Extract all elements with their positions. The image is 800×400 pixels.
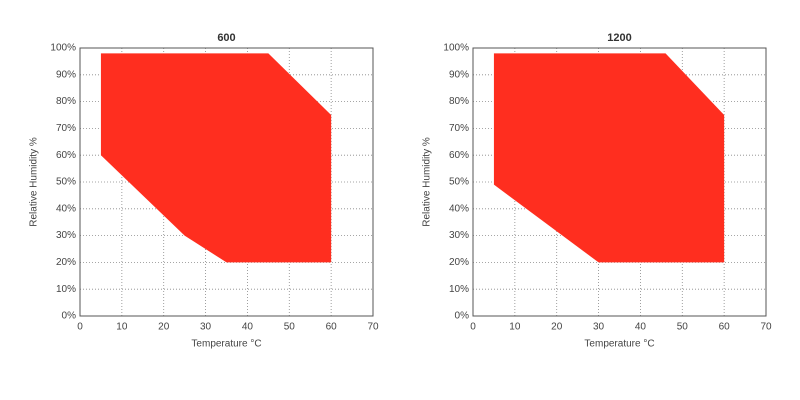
- x-tick-label: 10: [116, 322, 128, 333]
- x-tick-label: 30: [200, 322, 212, 333]
- y-tick-label: 0%: [455, 311, 470, 322]
- x-tick-label: 30: [593, 322, 605, 333]
- y-tick-label: 50%: [56, 177, 76, 188]
- y-axis-label: Relative Humidity %: [422, 137, 433, 227]
- y-tick-label: 100%: [443, 43, 469, 54]
- y-tick-label: 100%: [50, 43, 76, 54]
- y-tick-label: 70%: [56, 123, 76, 134]
- x-tick-label: 50: [677, 322, 689, 333]
- y-tick-label: 20%: [56, 257, 76, 268]
- y-tick-label: 0%: [62, 311, 77, 322]
- y-tick-label: 20%: [449, 257, 469, 268]
- y-tick-label: 90%: [56, 69, 76, 80]
- y-tick-label: 60%: [56, 150, 76, 161]
- x-tick-label: 40: [635, 322, 647, 333]
- x-tick-label: 60: [326, 322, 338, 333]
- y-tick-label: 30%: [56, 230, 76, 241]
- plot-frame: [79, 47, 374, 317]
- x-tick-label: 70: [367, 322, 379, 333]
- y-tick-label: 40%: [56, 203, 76, 214]
- y-tick-label: 10%: [56, 284, 76, 295]
- y-axis-label: Relative Humidity %: [29, 137, 40, 227]
- y-tick-label: 60%: [449, 150, 469, 161]
- y-tick-label: 80%: [449, 96, 469, 107]
- y-tick-label: 90%: [449, 69, 469, 80]
- x-tick-label: 20: [551, 322, 563, 333]
- y-tick-label: 80%: [56, 96, 76, 107]
- chart-title: 1200: [607, 32, 631, 44]
- y-tick-label: 50%: [449, 177, 469, 188]
- plot-frame: [472, 47, 767, 317]
- x-tick-label: 10: [509, 322, 521, 333]
- region: [100, 53, 332, 263]
- y-tick-label: 30%: [449, 230, 469, 241]
- x-axis-label: Temperature °C: [584, 339, 654, 350]
- x-tick-label: 70: [760, 322, 772, 333]
- chart-title: 600: [217, 32, 235, 44]
- x-tick-label: 20: [158, 322, 170, 333]
- region: [493, 53, 725, 263]
- x-axis-label: Temperature °C: [191, 339, 261, 350]
- y-tick-label: 70%: [449, 123, 469, 134]
- y-tick-label: 40%: [449, 203, 469, 214]
- x-tick-label: 0: [470, 322, 476, 333]
- x-tick-label: 60: [719, 322, 731, 333]
- x-tick-label: 40: [242, 322, 254, 333]
- x-tick-label: 0: [77, 322, 83, 333]
- y-tick-label: 10%: [449, 284, 469, 295]
- x-tick-label: 50: [284, 322, 296, 333]
